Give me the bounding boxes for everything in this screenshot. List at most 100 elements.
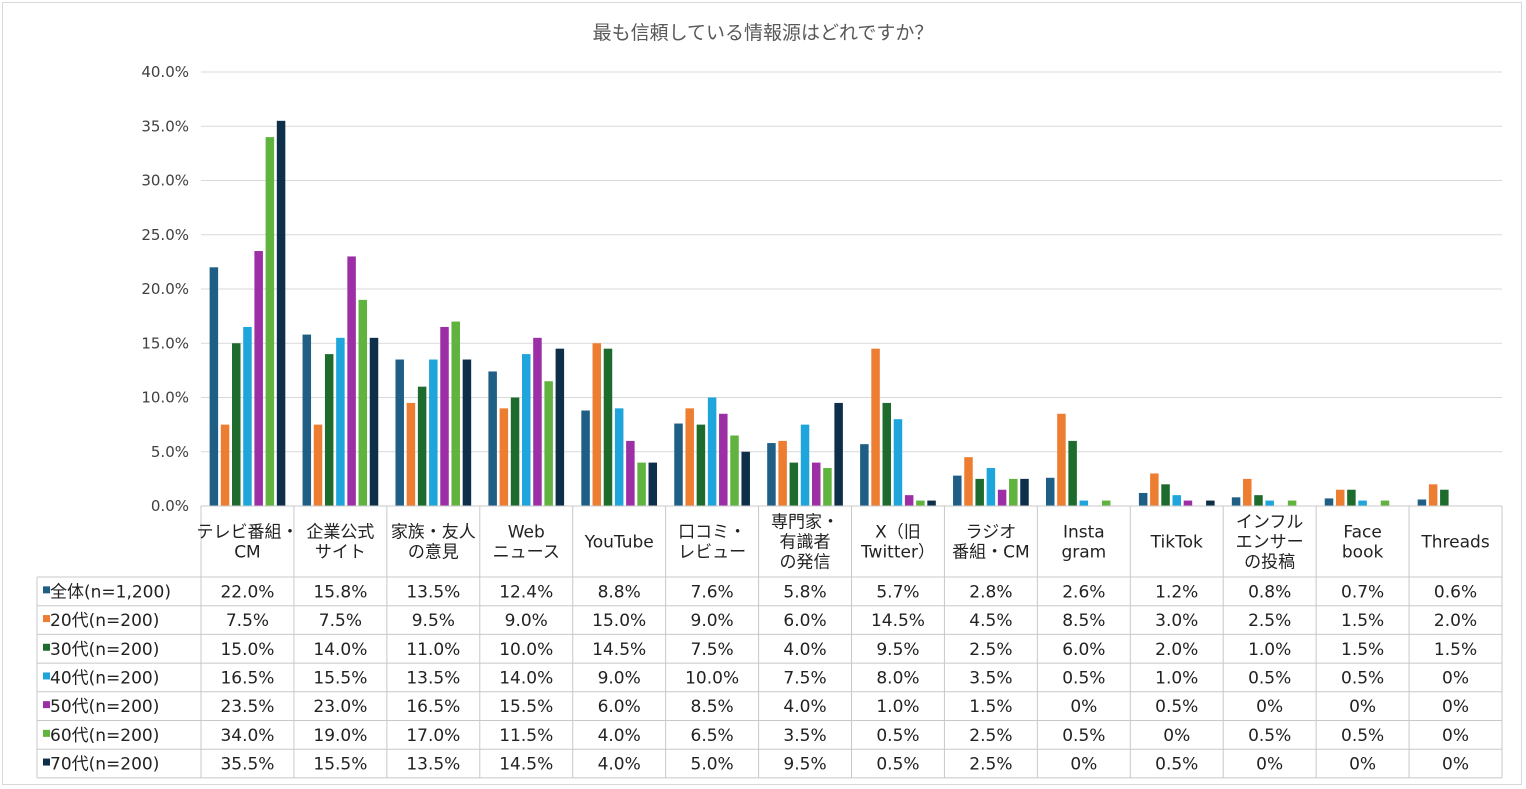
data-label: 14.5% bbox=[592, 640, 646, 660]
legend-swatch bbox=[43, 586, 50, 594]
bar bbox=[674, 423, 683, 506]
bar bbox=[1057, 413, 1066, 506]
bar bbox=[1380, 500, 1390, 506]
data-label: 11.5% bbox=[499, 726, 553, 746]
category-label: 企業公式 bbox=[306, 523, 374, 543]
data-label: 2.5% bbox=[969, 755, 1012, 775]
data-label: 8.8% bbox=[598, 582, 641, 602]
bar bbox=[916, 500, 925, 506]
category-label: レビュー bbox=[678, 543, 746, 563]
bar bbox=[510, 397, 520, 506]
data-label: 0% bbox=[1349, 755, 1376, 775]
data-label: 6.5% bbox=[691, 726, 734, 746]
data-label: 9.5% bbox=[412, 611, 455, 631]
bar bbox=[730, 435, 739, 506]
bar bbox=[406, 402, 416, 506]
data-label: 1.0% bbox=[1155, 668, 1198, 688]
data-label: 0% bbox=[1256, 755, 1283, 775]
bar bbox=[882, 402, 892, 506]
data-label: 0% bbox=[1442, 726, 1469, 746]
category-label: Threads bbox=[1420, 533, 1489, 553]
y-tick-label: 20.0% bbox=[141, 280, 189, 298]
data-label: 5.8% bbox=[783, 582, 826, 602]
bar bbox=[1335, 489, 1345, 506]
bar bbox=[741, 451, 750, 506]
bar bbox=[800, 424, 810, 506]
bar bbox=[581, 410, 590, 506]
bar bbox=[904, 495, 914, 506]
data-label: 6.0% bbox=[783, 611, 826, 631]
y-tick-label: 25.0% bbox=[141, 226, 189, 244]
data-label: 2.8% bbox=[969, 582, 1012, 602]
bar bbox=[1347, 489, 1356, 506]
data-label: 9.0% bbox=[691, 611, 734, 631]
bar bbox=[1440, 489, 1449, 506]
data-label: 9.0% bbox=[598, 668, 641, 688]
data-label: 1.5% bbox=[969, 697, 1012, 717]
bar bbox=[1079, 500, 1089, 506]
bar bbox=[232, 343, 241, 506]
data-label: 15.5% bbox=[499, 697, 553, 717]
category-label: 専門家・ bbox=[771, 513, 839, 533]
data-label: 1.5% bbox=[1341, 640, 1384, 660]
data-label: 7.5% bbox=[226, 611, 269, 631]
data-label: 0.5% bbox=[1062, 668, 1105, 688]
data-label: 13.5% bbox=[406, 582, 460, 602]
bar bbox=[1068, 440, 1077, 506]
bar bbox=[462, 359, 472, 506]
bar bbox=[592, 343, 602, 506]
bar bbox=[254, 251, 263, 506]
category-label: テレビ番組・ bbox=[196, 523, 298, 543]
legend-swatch bbox=[43, 729, 50, 737]
data-label: 5.0% bbox=[691, 755, 734, 775]
category-label: Twitter） bbox=[860, 543, 935, 563]
data-label: 10.0% bbox=[499, 640, 553, 660]
data-label: 1.2% bbox=[1155, 582, 1198, 602]
data-label: 2.5% bbox=[1248, 611, 1291, 631]
category-label: の投稿 bbox=[1244, 553, 1295, 573]
bar bbox=[488, 371, 497, 506]
bar bbox=[871, 348, 880, 506]
data-label: 19.0% bbox=[313, 726, 367, 746]
bar bbox=[1020, 478, 1029, 506]
category-label: X（旧 bbox=[875, 523, 921, 543]
data-label: 8.5% bbox=[691, 697, 734, 717]
bar bbox=[555, 348, 565, 506]
bar bbox=[395, 359, 404, 506]
data-label: 14.0% bbox=[499, 668, 553, 688]
bar bbox=[451, 321, 460, 506]
data-label: 15.0% bbox=[592, 611, 646, 631]
bar bbox=[696, 424, 706, 506]
bar bbox=[1265, 500, 1274, 506]
data-label: 3.5% bbox=[783, 726, 826, 746]
bar bbox=[626, 440, 635, 506]
bar bbox=[893, 419, 903, 506]
category-label: TikTok bbox=[1150, 533, 1203, 553]
bar bbox=[1231, 497, 1241, 506]
bar bbox=[276, 120, 286, 506]
data-label: 9.5% bbox=[876, 640, 919, 660]
data-label: 11.0% bbox=[406, 640, 460, 660]
bar bbox=[429, 359, 438, 506]
data-label: 9.5% bbox=[783, 755, 826, 775]
bar bbox=[823, 468, 832, 506]
legend-label: 20代(n=200) bbox=[50, 611, 159, 631]
category-label: CM bbox=[234, 543, 261, 563]
bar bbox=[1161, 484, 1170, 506]
data-label: 35.5% bbox=[220, 755, 274, 775]
data-label: 4.0% bbox=[783, 640, 826, 660]
data-label: 0% bbox=[1442, 668, 1469, 688]
data-label: 2.0% bbox=[1155, 640, 1198, 660]
data-label: 0.5% bbox=[876, 755, 919, 775]
bar bbox=[1243, 478, 1252, 506]
data-label: 0.7% bbox=[1341, 582, 1384, 602]
data-label: 15.0% bbox=[220, 640, 274, 660]
bar bbox=[1150, 473, 1159, 506]
category-label: 有識者 bbox=[780, 533, 831, 553]
data-label: 2.0% bbox=[1434, 611, 1477, 631]
bar bbox=[302, 334, 312, 506]
data-label: 22.0% bbox=[220, 582, 274, 602]
bar bbox=[369, 337, 379, 506]
data-label: 4.5% bbox=[969, 611, 1012, 631]
